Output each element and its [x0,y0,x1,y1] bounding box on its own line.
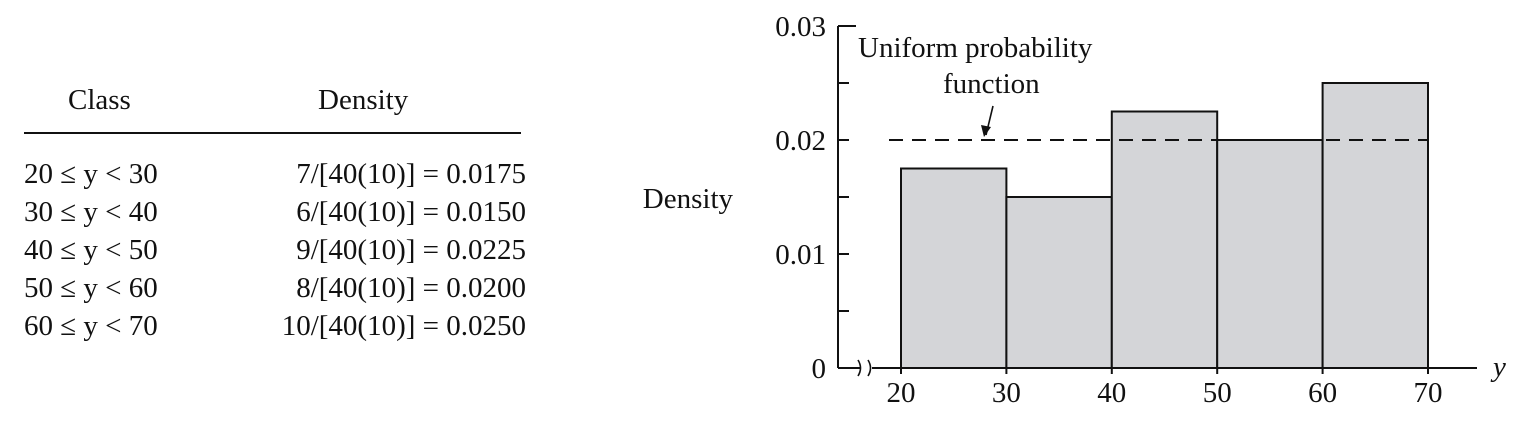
class-column-header: Class [68,84,131,116]
density-cell: 6/[40(10)] = 0.0150 [296,196,526,228]
axis-break-mark [857,359,872,377]
annotation-text: function [943,68,1040,100]
table-row: 60 ≤ y < 70 10/[40(10)] = 0.0250 [20,308,530,344]
table-row: 20 ≤ y < 30 7/[40(10)] = 0.0175 [20,156,530,192]
table-header-rule [24,132,521,134]
density-cell: 10/[40(10)] = 0.0250 [281,310,526,342]
x-tick-label: 60 [1308,377,1337,409]
histogram-bar [1110,110,1219,369]
histogram-bar [1216,139,1324,369]
table-row: 50 ≤ y < 60 8/[40(10)] = 0.0200 [20,270,530,306]
class-cell: 20 ≤ y < 30 [24,158,158,190]
y-tick-label: 0.03 [775,11,826,43]
class-cell: 60 ≤ y < 70 [24,310,158,342]
x-tick-label: 30 [992,377,1021,409]
density-table: Class Density 20 ≤ y < 30 7/[40(10)] = 0… [20,70,530,370]
table-row: 30 ≤ y < 40 6/[40(10)] = 0.0150 [20,194,530,230]
annotation-arrow [981,105,994,137]
y-tick-label: 0.01 [775,239,826,271]
density-cell: 9/[40(10)] = 0.0225 [296,234,526,266]
bars-layer [900,82,1429,369]
y-axis-label: Density [643,183,734,215]
class-cell: 40 ≤ y < 50 [24,234,158,266]
histogram-bar [900,167,1008,369]
histogram-bar [1005,196,1113,369]
y-tick-label: 0 [812,353,827,385]
x-tick-label: 50 [1203,377,1232,409]
density-cell: 8/[40(10)] = 0.0200 [296,272,526,304]
y-tick-label: 0.02 [775,125,826,157]
class-cell: 30 ≤ y < 40 [24,196,158,228]
density-cell: 7/[40(10)] = 0.0175 [296,158,526,190]
x-tick-label: 20 [887,377,916,409]
table-row: 40 ≤ y < 50 9/[40(10)] = 0.0225 [20,232,530,268]
ticks-layer: 0 0.01 0.02 0.03 20 30 40 50 60 70 [775,11,1442,409]
density-column-header: Density [318,84,409,116]
annotation-text: Uniform probability [858,32,1093,64]
histogram-bar [1321,82,1429,369]
x-tick-label: 70 [1414,377,1443,409]
class-cell: 50 ≤ y < 60 [24,272,158,304]
density-histogram: 0 0.01 0.02 0.03 20 30 40 50 60 70 Density y Unif… [643,11,1506,409]
x-axis-label: y [1490,351,1506,383]
x-tick-label: 40 [1097,377,1126,409]
